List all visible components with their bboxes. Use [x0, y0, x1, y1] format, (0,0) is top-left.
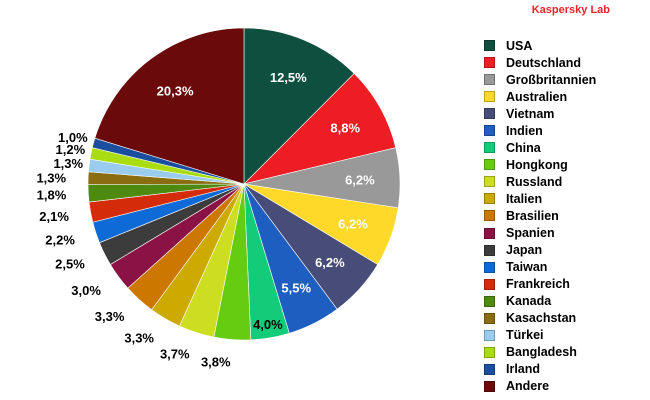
brand-label: Kaspersky Lab: [531, 4, 610, 16]
legend-swatch: [484, 329, 495, 341]
slice-value-label: 3,0%: [71, 283, 101, 298]
legend-item: Vietnam: [484, 105, 596, 122]
legend-label: China: [506, 140, 541, 155]
legend-swatch: [484, 40, 495, 52]
legend-swatch: [484, 278, 495, 290]
slice-value-label: 1,0%: [58, 130, 88, 145]
legend-item: Brasilien: [484, 207, 596, 224]
slice-value-label: 5,5%: [281, 281, 311, 296]
legend-item: Türkei: [484, 327, 596, 344]
legend-item: Frankreich: [484, 276, 596, 293]
slice-value-label: 2,2%: [45, 232, 75, 247]
legend-item: USA: [484, 37, 596, 54]
legend-item: Kasachstan: [484, 310, 596, 327]
legend-item: Taiwan: [484, 259, 596, 276]
legend-swatch: [484, 74, 495, 86]
legend-item: Russland: [484, 173, 596, 190]
legend-label: Kasachstan: [506, 311, 577, 326]
slice-value-label: 6,2%: [338, 217, 368, 232]
legend-swatch: [484, 108, 495, 120]
legend-label: Brasilien: [506, 208, 559, 223]
legend-item: Italien: [484, 190, 596, 207]
legend-swatch: [484, 159, 495, 171]
slice-value-label: 20,3%: [157, 84, 194, 99]
legend-item: Indien: [484, 122, 596, 139]
slice-value-label: 8,8%: [330, 120, 360, 135]
slice-value-label: 1,2%: [56, 142, 86, 157]
legend-swatch: [484, 91, 495, 103]
legend-label: Italien: [506, 191, 543, 206]
legend-label: Deutschland: [506, 55, 582, 70]
legend-label: Irland: [506, 362, 541, 377]
legend-item: Bangladesh: [484, 344, 596, 361]
legend-swatch: [484, 227, 495, 239]
legend-label: Türkei: [506, 328, 544, 343]
legend-swatch: [484, 244, 495, 256]
slice-value-label: 1,8%: [37, 188, 67, 203]
pie-slice: [243, 73, 397, 185]
pie-slice: [243, 27, 355, 185]
legend-label: Bangladesh: [506, 345, 577, 360]
legend-swatch: [484, 363, 495, 375]
legend-swatch: [484, 312, 495, 324]
legend-label: USA: [506, 38, 533, 53]
slice-value-label: 3,3%: [124, 331, 154, 346]
legend-item: Großbritannien: [484, 71, 596, 88]
legend-label: Taiwan: [506, 260, 548, 275]
legend-label: Australien: [506, 89, 568, 104]
legend-swatch: [484, 125, 495, 137]
slice-value-label: 6,2%: [345, 172, 375, 187]
legend-item: China: [484, 139, 596, 156]
slice-value-label: 2,1%: [39, 209, 69, 224]
legend-label: Hongkong: [506, 157, 568, 172]
slice-value-label: 2,5%: [55, 257, 85, 272]
slice-value-label: 4,0%: [253, 317, 283, 332]
legend-label: Großbritannien: [506, 72, 597, 87]
legend-swatch: [484, 193, 495, 205]
legend-label: Kanada: [506, 294, 552, 309]
legend-label: Andere: [506, 379, 550, 394]
legend-swatch: [484, 261, 495, 273]
legend-swatch: [484, 210, 495, 222]
legend-item: Spanien: [484, 225, 596, 242]
slice-value-label: 6,2%: [315, 255, 345, 270]
slice-value-label: 3,3%: [95, 309, 125, 324]
slice-value-label: 1,3%: [36, 170, 66, 185]
legend-item: Hongkong: [484, 156, 596, 173]
legend-item: Japan: [484, 242, 596, 259]
legend-swatch: [484, 295, 495, 307]
legend-swatch: [484, 176, 495, 188]
legend-item: Andere: [484, 378, 596, 395]
legend-label: Japan: [506, 243, 543, 258]
pie-slice: [94, 27, 245, 185]
slice-value-label: 3,7%: [160, 347, 190, 362]
legend-swatch: [484, 57, 495, 69]
legend-label: Vietnam: [506, 106, 555, 121]
legend-label: Spanien: [506, 226, 555, 241]
slice-value-label: 1,3%: [53, 156, 83, 171]
slice-value-label: 3,8%: [201, 355, 231, 370]
legend-label: Frankreich: [506, 277, 570, 292]
legend-item: Deutschland: [484, 54, 596, 71]
legend-item: Irland: [484, 361, 596, 378]
legend-swatch: [484, 142, 495, 154]
legend-label: Indien: [506, 123, 543, 138]
legend-label: Russland: [506, 174, 563, 189]
legend-swatch: [484, 380, 495, 392]
legend-item: Kanada: [484, 293, 596, 310]
legend: USA Deutschland Großbritannien Australien Vi…: [484, 37, 596, 395]
legend-item: Australien: [484, 88, 596, 105]
slice-value-label: 12,5%: [270, 70, 307, 85]
legend-swatch: [484, 346, 495, 358]
